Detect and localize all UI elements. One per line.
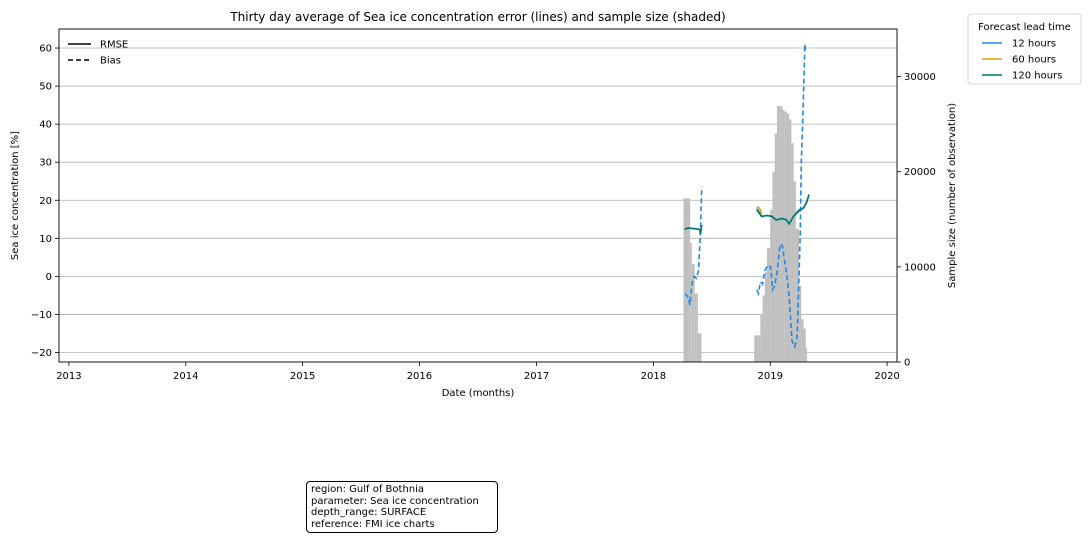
bias-line-12-hours xyxy=(756,44,807,350)
x-tick-label: 2014 xyxy=(173,371,198,382)
y-tick-label: 30 xyxy=(39,158,52,169)
sample-size-bar xyxy=(776,106,781,363)
sample-size-bar xyxy=(805,347,808,362)
sample-size-bar xyxy=(690,243,692,362)
sample-size-bar xyxy=(786,113,790,362)
y2-tick-label: 20000 xyxy=(904,167,936,178)
sample-size-bar xyxy=(697,333,701,362)
sample-size-bar xyxy=(782,109,785,362)
sample-size-bar xyxy=(793,181,796,362)
sample-size-bar xyxy=(784,111,787,362)
sample-size-bar xyxy=(758,335,761,362)
rmse-line-120-hours xyxy=(756,194,810,226)
info-region: region: Gulf of Bothnia xyxy=(311,484,425,495)
sample-size-bar xyxy=(693,264,695,362)
sample-size-bar xyxy=(754,335,759,362)
x-tick-label: 2013 xyxy=(56,371,81,382)
sample-size-bar xyxy=(764,271,768,362)
info-parameter: parameter: Sea ice concentration xyxy=(311,495,479,507)
y-tick-label: −10 xyxy=(31,310,52,321)
sample-size-bar xyxy=(770,209,773,362)
rmse-line-120-hours xyxy=(684,224,703,235)
y2-tick-label: 10000 xyxy=(904,262,936,273)
y-tick-label: −20 xyxy=(31,348,52,359)
x-tick-label: 2019 xyxy=(758,371,783,382)
sample-size-bar xyxy=(762,295,765,362)
sample-size-bar xyxy=(767,247,771,362)
sample-size-bar xyxy=(700,333,702,362)
sample-size-bar xyxy=(780,106,783,363)
sample-size-bar xyxy=(760,314,763,362)
info-depth-range: depth_range: SURFACE xyxy=(311,507,427,519)
style-legend-label: Bias xyxy=(100,56,121,67)
x-tick-label: 2015 xyxy=(290,371,315,382)
y-tick-label: 0 xyxy=(46,272,52,283)
y2-tick-label: 0 xyxy=(904,358,910,369)
sample-size-bar xyxy=(694,293,697,362)
sample-size-bar xyxy=(683,198,689,362)
sample-size-bar xyxy=(803,328,806,362)
sample-size-bar xyxy=(799,285,802,362)
chart-title: Thirty day average of Sea ice concentrat… xyxy=(229,10,725,24)
sample-size-bar xyxy=(801,319,804,362)
legend-label: 120 hours xyxy=(1012,71,1062,82)
sample-size-bar xyxy=(789,119,792,362)
x-tick-label: 2016 xyxy=(407,371,432,382)
sample-size-bar xyxy=(791,143,794,362)
y-tick-label: 10 xyxy=(39,234,52,245)
x-axis-label: Date (months) xyxy=(442,388,515,399)
x-tick-label: 2020 xyxy=(874,371,899,382)
legend-label: 60 hours xyxy=(1012,55,1056,66)
x-tick-label: 2017 xyxy=(524,371,549,382)
sample-size-bar xyxy=(691,264,694,362)
plot-frame xyxy=(58,28,898,363)
sample-size-bar xyxy=(688,198,691,362)
y2-tick-label: 30000 xyxy=(904,72,936,83)
y-tick-label: 50 xyxy=(39,82,52,93)
info-reference: reference: FMI ice charts xyxy=(311,518,435,530)
y-tick-label: 60 xyxy=(39,44,52,55)
sample-size-bar xyxy=(772,171,775,362)
sample-size-bar xyxy=(795,228,800,362)
legend-label: 12 hours xyxy=(1012,39,1056,50)
sample-size-bar xyxy=(696,293,698,362)
bias-line-12-hours xyxy=(684,186,703,306)
y-tick-label: 40 xyxy=(39,120,52,131)
info-box: region: Gulf of Bothnia parameter: Sea i… xyxy=(306,481,498,534)
sample-size-bar xyxy=(774,133,777,362)
style-legend-label: RMSE xyxy=(100,40,128,51)
legend-box xyxy=(967,13,1082,85)
x-tick-label: 2018 xyxy=(641,371,666,382)
rmse-line-60-hours xyxy=(756,206,763,214)
y2-axis-label: Sample size (number of observation) xyxy=(947,103,958,288)
y-tick-label: 20 xyxy=(39,196,52,207)
legend-title: Forecast lead time xyxy=(978,22,1071,33)
y-axis-label: Sea ice concentration [%] xyxy=(10,131,21,260)
